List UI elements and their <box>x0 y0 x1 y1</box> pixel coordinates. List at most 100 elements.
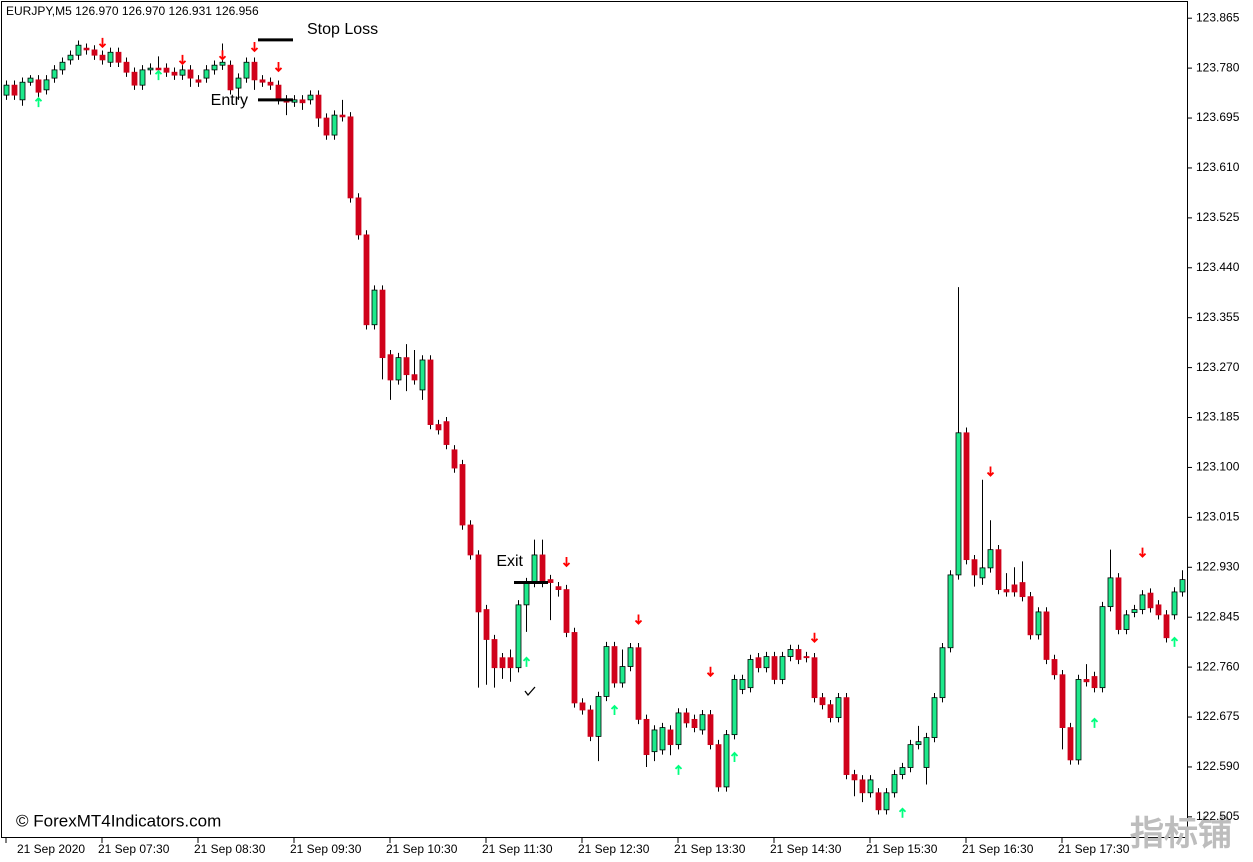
candle-body-up <box>883 792 890 811</box>
candle-body-down <box>843 697 850 775</box>
candle-body-down <box>251 61 258 81</box>
candle-body-up <box>931 697 938 738</box>
candle-body-up <box>75 44 82 56</box>
candle-body-down <box>539 554 546 583</box>
candle-body-up <box>603 646 610 697</box>
candle-body-up <box>619 666 626 684</box>
candle-body-down <box>355 197 362 236</box>
candle-body-up <box>147 67 154 71</box>
x-tick-label: 21 Sep 12:30 <box>578 842 650 856</box>
candle-body-up <box>307 94 314 101</box>
sell-arrow <box>706 666 715 678</box>
sell-arrow <box>986 466 995 477</box>
candle-body-down <box>491 639 498 669</box>
sell-arrow <box>98 37 107 49</box>
candle-body-down <box>1043 611 1050 660</box>
candle-body-down <box>963 432 970 561</box>
candle-body-down <box>579 702 586 711</box>
candle-body-down <box>995 549 1002 590</box>
sell-arrow <box>634 614 643 625</box>
candle-body-down <box>259 79 266 83</box>
candle-body-up <box>27 77 34 83</box>
candle-body-up <box>595 696 602 737</box>
candle-body-up <box>107 51 114 63</box>
candle-body-down <box>1059 674 1066 728</box>
x-tick-label: 21 Sep 09:30 <box>290 842 362 856</box>
y-tick-label: 123.270 <box>1196 360 1240 374</box>
x-tick-label: 21 Sep 14:30 <box>770 842 842 856</box>
candle-body-up <box>907 744 914 768</box>
candle-body-up <box>1131 609 1138 613</box>
candle-body-up <box>1139 594 1146 610</box>
candle-body-down <box>1027 596 1034 636</box>
sell-arrow <box>1138 547 1147 558</box>
x-tick-label: 21 Sep 07:30 <box>98 842 170 856</box>
candle-body-down <box>811 657 818 699</box>
candle-body-down <box>971 559 978 576</box>
candle-body-down <box>507 657 514 669</box>
candle-body-down <box>1163 614 1170 639</box>
candle-body-up <box>699 714 706 731</box>
x-tick-label: 21 Sep 08:30 <box>194 842 266 856</box>
candle-body-down <box>1147 592 1154 609</box>
candle-body-down <box>691 718 698 728</box>
candle-body-up <box>523 582 530 606</box>
candle-body-up <box>915 741 922 746</box>
candle-body-down <box>315 94 322 119</box>
sell-arrow <box>562 556 571 568</box>
candle-body-down <box>707 714 714 746</box>
candle-body-up <box>867 779 874 794</box>
candle-body-down <box>427 359 434 425</box>
y-tick-label: 122.590 <box>1196 759 1240 773</box>
candle-body-down <box>275 84 282 101</box>
x-tick-label: 21 Sep 2020 <box>17 842 85 856</box>
candle-body-up <box>659 727 666 751</box>
candle-body-up <box>419 359 426 391</box>
candle-body-down <box>571 632 578 704</box>
candle-body-down <box>443 421 450 445</box>
candle-body-down <box>1067 727 1074 761</box>
candle-body-down <box>35 79 42 93</box>
y-tick-label: 123.865 <box>1196 10 1240 24</box>
buy-arrow <box>898 807 907 818</box>
candle-body-down <box>387 354 394 381</box>
sell-arrow <box>810 632 819 644</box>
candle-body-up <box>179 69 186 76</box>
candle-body-up <box>763 656 770 669</box>
candle-body-up <box>1123 614 1130 630</box>
candle-body-down <box>339 114 346 118</box>
candle-body-up <box>835 697 842 719</box>
candle-body-up <box>515 604 522 669</box>
x-tick-label: 21 Sep 10:30 <box>386 842 458 856</box>
candle-body-down <box>131 71 138 86</box>
candle-body-up <box>211 64 218 71</box>
candle-body-up <box>43 79 50 91</box>
candle-body-down <box>1019 582 1026 598</box>
candle-body-down <box>379 289 386 359</box>
candle-body-down <box>1091 676 1098 689</box>
candle-body-down <box>83 47 90 51</box>
candle-body-up <box>1035 611 1042 636</box>
y-tick-label: 122.505 <box>1196 809 1240 823</box>
buy-arrow <box>610 704 619 715</box>
candle-body-down <box>1003 589 1010 593</box>
level-label: Stop Loss <box>307 21 378 38</box>
candle-body-down <box>411 374 418 381</box>
candle-body-down <box>11 84 18 96</box>
buy-arrow <box>1170 636 1179 647</box>
candle-body-down <box>755 657 762 669</box>
candle-body-down <box>587 709 594 737</box>
candle-body-down <box>99 54 106 61</box>
candle-body-up <box>395 357 402 381</box>
candle-body-down <box>667 729 674 746</box>
candle-body-up <box>1171 591 1178 616</box>
candle-body-down <box>771 656 778 680</box>
candle-body-up <box>987 549 994 569</box>
candle-body-up <box>243 61 250 79</box>
buy-arrow <box>674 764 683 775</box>
candle-body-down <box>875 792 882 811</box>
candle-body-up <box>747 659 754 689</box>
candle-body-down <box>715 744 722 788</box>
candle-body-down <box>547 579 554 583</box>
